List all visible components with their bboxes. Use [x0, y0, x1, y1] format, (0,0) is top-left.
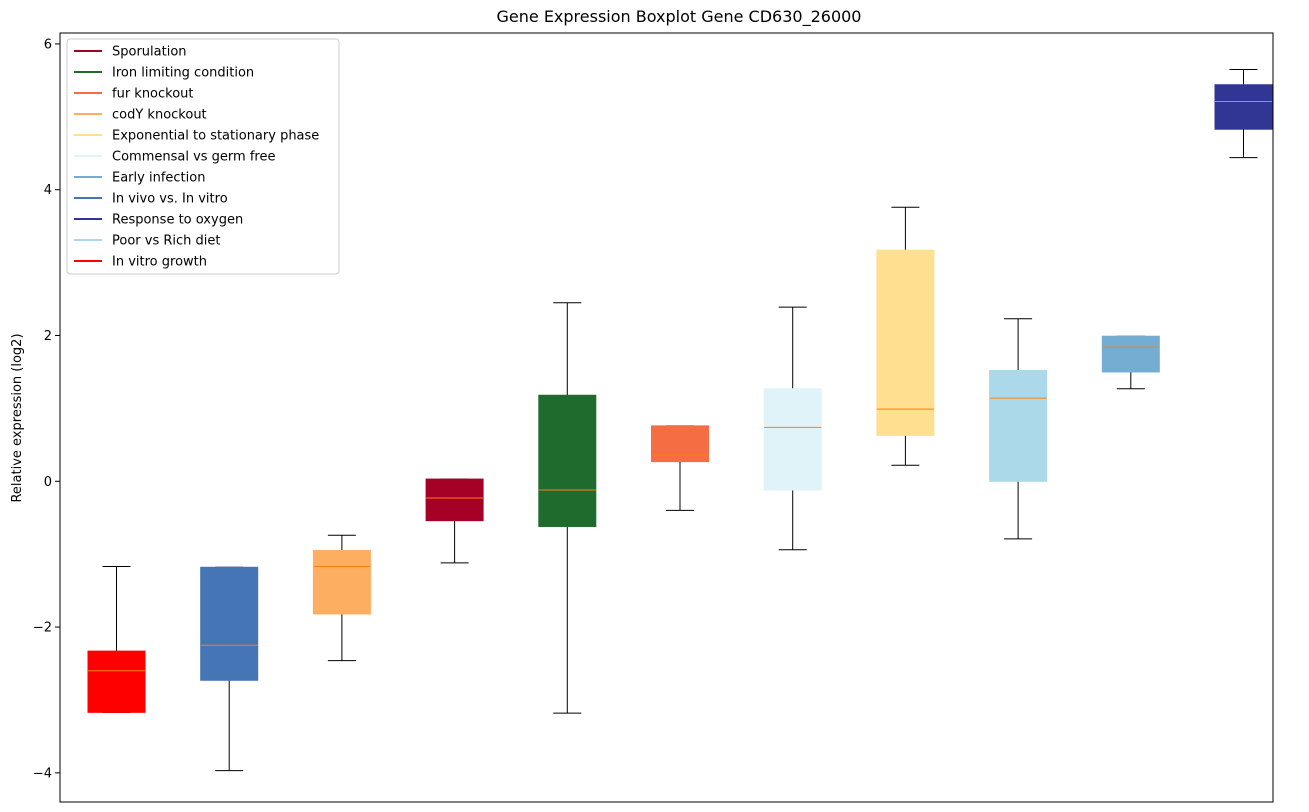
box-body [651, 425, 709, 463]
y-axis: −4 −2 0 2 4 6 [33, 37, 60, 781]
box-body [425, 478, 484, 522]
y-axis-label: Relative expression (log2) [10, 333, 25, 502]
legend: Sporulation Iron limiting condition fur kn… [66, 38, 340, 275]
legend-label: codY knockout [112, 108, 207, 123]
box-body [1214, 84, 1273, 130]
box-exponential-to-stationary-phase [876, 206, 935, 466]
box-body [1101, 335, 1160, 373]
box-fur-knockout [651, 425, 709, 511]
box-body [763, 388, 822, 491]
box-commensal-vs-germ-free [763, 306, 822, 551]
box-early-infection [1101, 335, 1160, 390]
box-sporulation [425, 478, 484, 564]
box-poor-vs-rich-diet [989, 318, 1048, 540]
box-body [538, 394, 597, 527]
box-in-vitro-growth [87, 566, 146, 713]
legend-label: Sporulation [112, 45, 187, 60]
legend-label: Commensal vs germ free [112, 150, 275, 165]
box-response-to-oxygen [1214, 68, 1273, 159]
box-iron-limiting-condition [538, 302, 597, 714]
y-tick-label: −2 [33, 621, 52, 636]
y-tick-label: 2 [44, 329, 52, 344]
legend-label: Response to oxygen [112, 213, 243, 228]
legend-label: Poor vs Rich diet [112, 234, 220, 249]
box-in-vivo-vs-in-vitro [200, 566, 259, 772]
box-body [989, 369, 1048, 482]
box-body [200, 566, 259, 681]
legend-label: In vivo vs. In vitro [112, 192, 228, 207]
box-cody-knockout [312, 534, 371, 662]
legend-label: Iron limiting condition [112, 66, 254, 81]
chart-title: Gene Expression Boxplot Gene CD630_26000 [497, 7, 862, 27]
boxes-layer [87, 68, 1273, 772]
box-body [876, 249, 935, 436]
y-tick-label: 4 [44, 183, 52, 198]
legend-label: Early infection [112, 171, 205, 186]
box-body [87, 650, 146, 713]
y-tick-label: 0 [44, 475, 52, 490]
legend-label: In vitro growth [112, 255, 207, 270]
legend-label: fur knockout [112, 87, 194, 102]
y-tick-label: 6 [44, 37, 52, 52]
plot-frame [59, 32, 1274, 803]
legend-frame [66, 38, 340, 275]
legend-label: Exponential to stationary phase [112, 129, 319, 144]
y-tick-label: −4 [33, 766, 52, 781]
box-body [312, 550, 371, 615]
